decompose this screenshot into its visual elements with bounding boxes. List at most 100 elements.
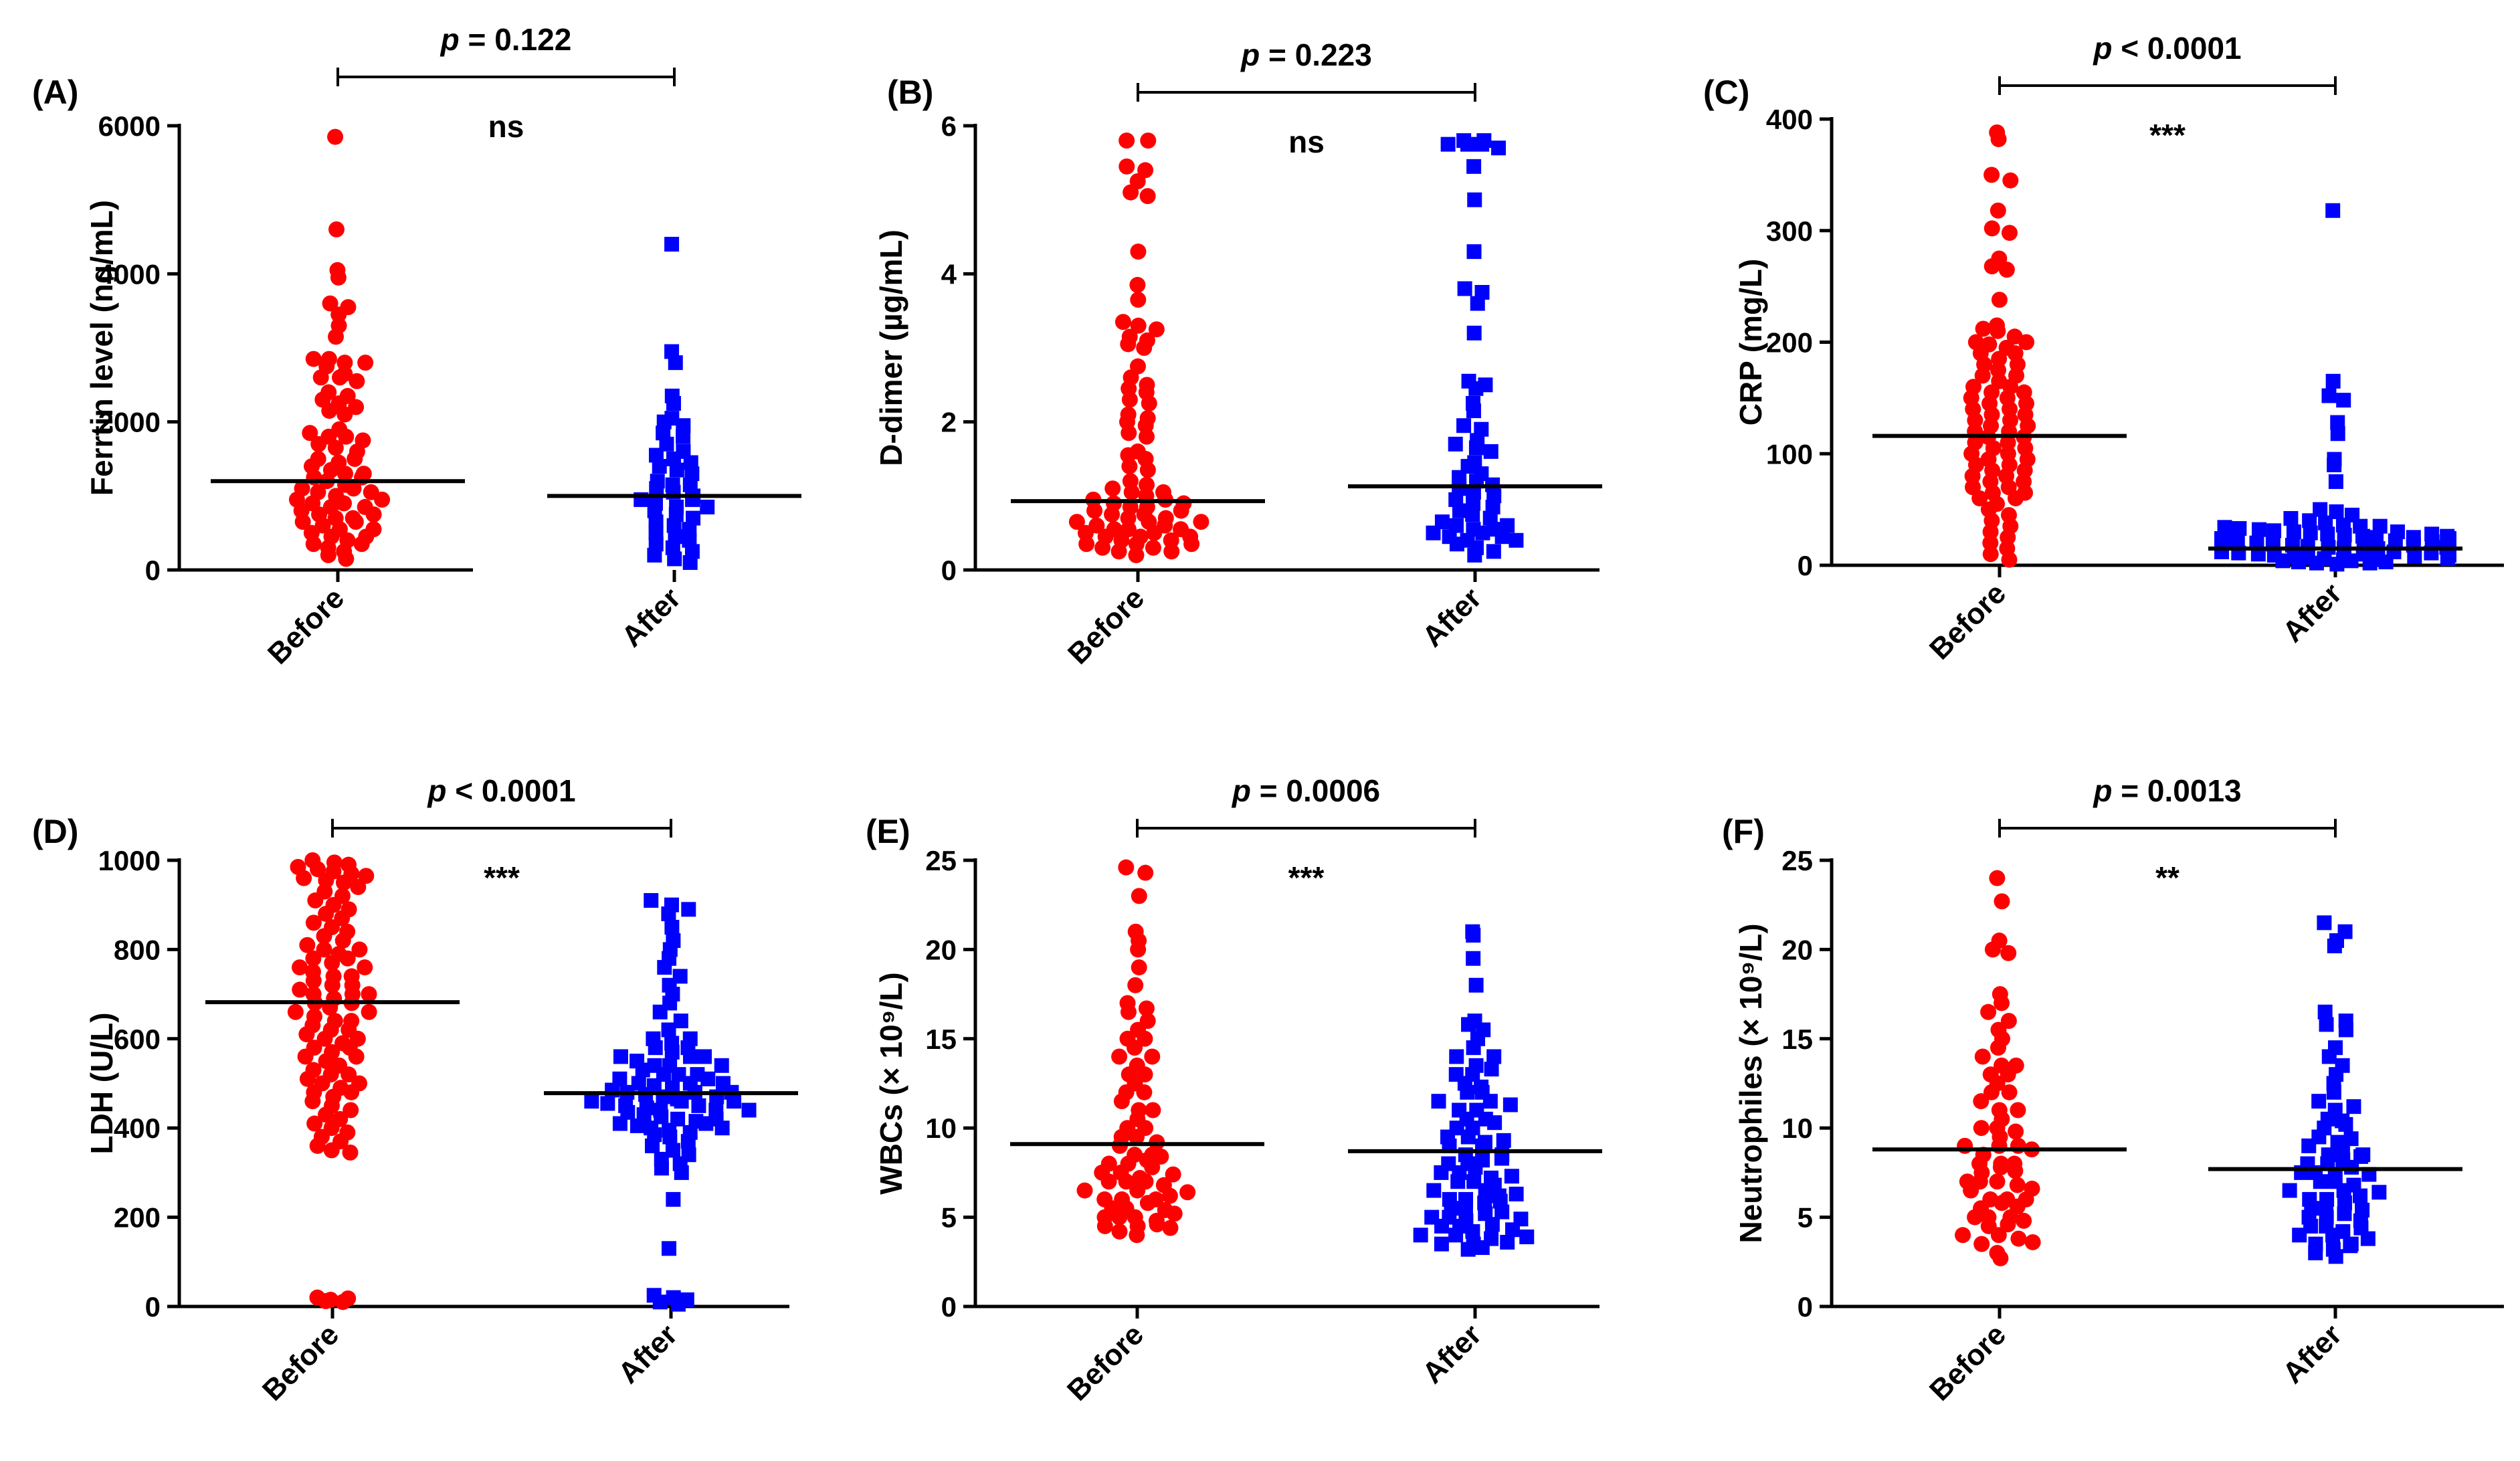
panel-d-label: (D) xyxy=(32,813,78,850)
panel-e-p-symbol: p xyxy=(1231,773,1251,808)
panel-d-after-point xyxy=(662,1129,678,1145)
panel-a-before-point xyxy=(353,536,370,553)
panel-d-after-point xyxy=(662,1058,678,1073)
panel-b-before-point xyxy=(1139,188,1156,205)
panel-c-before-point xyxy=(1990,131,2007,148)
panel-e-before-point xyxy=(1145,1102,1161,1118)
panel-a-before-point xyxy=(345,480,362,497)
panel-c-after-point xyxy=(2327,457,2342,472)
panel-e-after-point xyxy=(1465,1067,1480,1082)
panel-b-before-point xyxy=(1120,336,1137,353)
panel-c-after-point xyxy=(2343,553,2359,569)
panel-e-y-tick-label: 10 xyxy=(925,1112,957,1144)
panel-c-after-point xyxy=(2320,526,2335,542)
panel-e-p-text: = 0.0006 xyxy=(1251,773,1380,808)
panel-e-y-tick-label: 15 xyxy=(925,1024,957,1055)
panel-a-after-point xyxy=(652,459,667,474)
panel-a-after-point xyxy=(665,540,680,555)
panel-e-before-point xyxy=(1139,1195,1156,1211)
panel-c-before-point xyxy=(2017,484,2034,501)
panel-f-p-value: p = 0.0013 xyxy=(2092,773,2241,808)
panel-f-before-point xyxy=(1973,1093,1990,1110)
panel-c-before-point xyxy=(1991,292,2008,308)
panel-e-after-point xyxy=(1460,1129,1476,1145)
panel-c-after-point xyxy=(2442,547,2456,563)
panel-a-p-text: = 0.122 xyxy=(460,22,572,57)
panel-f-category-label-before: Before xyxy=(1923,1318,2012,1407)
panel-a-after-point xyxy=(668,507,684,522)
panel-c-after-point xyxy=(2330,415,2345,430)
panel-a-after-point xyxy=(666,396,681,411)
panel-b-before-point xyxy=(1104,480,1121,497)
panel-e-after-point xyxy=(1477,1135,1492,1150)
panel-f-y-tick-label: 10 xyxy=(1781,1112,1813,1144)
panel-b-after-point xyxy=(1460,136,1476,152)
panel-a-after-point xyxy=(700,499,715,514)
panel-f-after-point xyxy=(2301,1138,2317,1153)
panel-b-after-point xyxy=(1440,136,1456,152)
panel-c-before-point xyxy=(1990,322,2006,339)
panel-f-before-point xyxy=(2010,1230,2027,1247)
panel-d-before-point xyxy=(361,1003,377,1020)
panel-c-before-point xyxy=(2001,551,2018,568)
panel-d-after-point xyxy=(657,960,672,975)
panel-c-before-point xyxy=(2018,334,2035,351)
panel-a-after-point xyxy=(664,237,680,252)
panel-f-before-point xyxy=(1994,995,2010,1011)
panel-d-before-point xyxy=(299,937,316,953)
panel-f-after-point xyxy=(2325,1242,2341,1257)
panel-d-after-point xyxy=(647,1127,662,1143)
panel-e-after-point xyxy=(1486,1049,1502,1064)
panel-b-before-point xyxy=(1110,543,1127,560)
panel-f-after-point xyxy=(2338,1022,2353,1038)
panel-f-after-point xyxy=(2355,1202,2370,1218)
panel-e-before-point xyxy=(1137,1120,1154,1137)
panel-c-after-point xyxy=(2302,513,2317,528)
panel-d-before-point xyxy=(348,1048,365,1065)
panel-c-after-point xyxy=(2230,534,2245,549)
panel-e-after-point xyxy=(1413,1228,1428,1243)
panel-e-after-point xyxy=(1484,1170,1499,1185)
panel-c-before-point xyxy=(1974,367,1991,384)
panel-c-p-value: p < 0.0001 xyxy=(2092,31,2241,66)
panel-b-before-point xyxy=(1139,462,1156,478)
panel-e-after-point xyxy=(1494,1151,1509,1166)
panel-c-before-point xyxy=(2002,172,2019,189)
panel-f-after-point xyxy=(2282,1183,2297,1198)
panel-f-before-point xyxy=(1992,1159,2009,1175)
panel-a-after-point xyxy=(682,532,697,548)
panel-e-after-point xyxy=(1434,1236,1449,1252)
panel-f-p-symbol: p xyxy=(2092,773,2112,808)
panel-e-after-point xyxy=(1449,1049,1464,1064)
panel-c-y-tick-label: 100 xyxy=(1766,438,1813,470)
panel-b-p-value: p = 0.223 xyxy=(1240,37,1372,72)
panel-f-after-point xyxy=(2308,1245,2323,1260)
panel-e-after-point xyxy=(1482,1094,1498,1109)
panel-d-before-point xyxy=(296,870,312,886)
panel-c-before-point xyxy=(2016,384,2032,401)
panel-e-before-point xyxy=(1096,1218,1113,1234)
panel-e-before-point xyxy=(1138,1000,1155,1017)
panel-d-before-point xyxy=(340,1290,357,1306)
panel-d-before-point xyxy=(316,928,332,945)
panel-f-before-point xyxy=(2008,1057,2024,1074)
panel-e-after-point xyxy=(1466,1174,1482,1189)
panel-a-before-point xyxy=(336,466,353,482)
panel-d-after-point xyxy=(670,1296,686,1312)
panel-d-before-point xyxy=(292,981,308,998)
panel-c-before-point xyxy=(2007,345,2024,362)
panel-b-before-point xyxy=(1136,340,1153,356)
panel-b-before-point xyxy=(1094,539,1111,556)
panel-d-after-point xyxy=(652,1004,668,1019)
panel-f-before-point xyxy=(2000,1216,2016,1233)
panel-d-after-point xyxy=(674,1094,689,1109)
panel-d-before-point xyxy=(334,933,351,949)
panel-c-after-point xyxy=(2407,549,2422,564)
panel-e-after-point xyxy=(1503,1097,1518,1112)
panel-e-before-point xyxy=(1120,1003,1137,1020)
panel-e-before-point xyxy=(1076,1182,1093,1199)
panel-a-after-point xyxy=(656,425,671,441)
panel-d-before-point xyxy=(324,955,341,971)
panel-a-after-point xyxy=(669,462,684,478)
panel-b-after-point xyxy=(1456,418,1472,433)
